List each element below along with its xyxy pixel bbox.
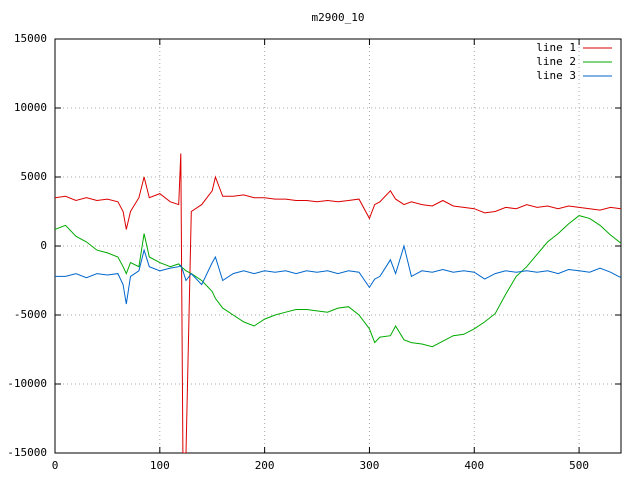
x-tick-label: 100 [150, 459, 170, 472]
x-tick-label: 500 [569, 459, 589, 472]
y-tick-label: 15000 [14, 32, 47, 45]
chart-title: m2900_10 [312, 11, 365, 24]
x-tick-label: 200 [255, 459, 275, 472]
y-tick-label: -10000 [7, 377, 47, 390]
legend-label: line 2 [536, 55, 576, 68]
y-tick-label: -5000 [14, 308, 47, 321]
legend-label: line 3 [536, 69, 576, 82]
x-tick-label: 400 [464, 459, 484, 472]
series-line [55, 153, 621, 453]
series-line [55, 215, 621, 348]
series-line [55, 244, 621, 305]
x-tick-label: 300 [360, 459, 380, 472]
y-tick-label: -15000 [7, 446, 47, 459]
y-tick-label: 0 [40, 239, 47, 252]
y-tick-label: 5000 [21, 170, 48, 183]
plot-frame [54, 38, 622, 454]
y-tick-label: 10000 [14, 101, 47, 114]
x-tick-label: 0 [52, 459, 59, 472]
legend-label: line 1 [536, 41, 576, 54]
